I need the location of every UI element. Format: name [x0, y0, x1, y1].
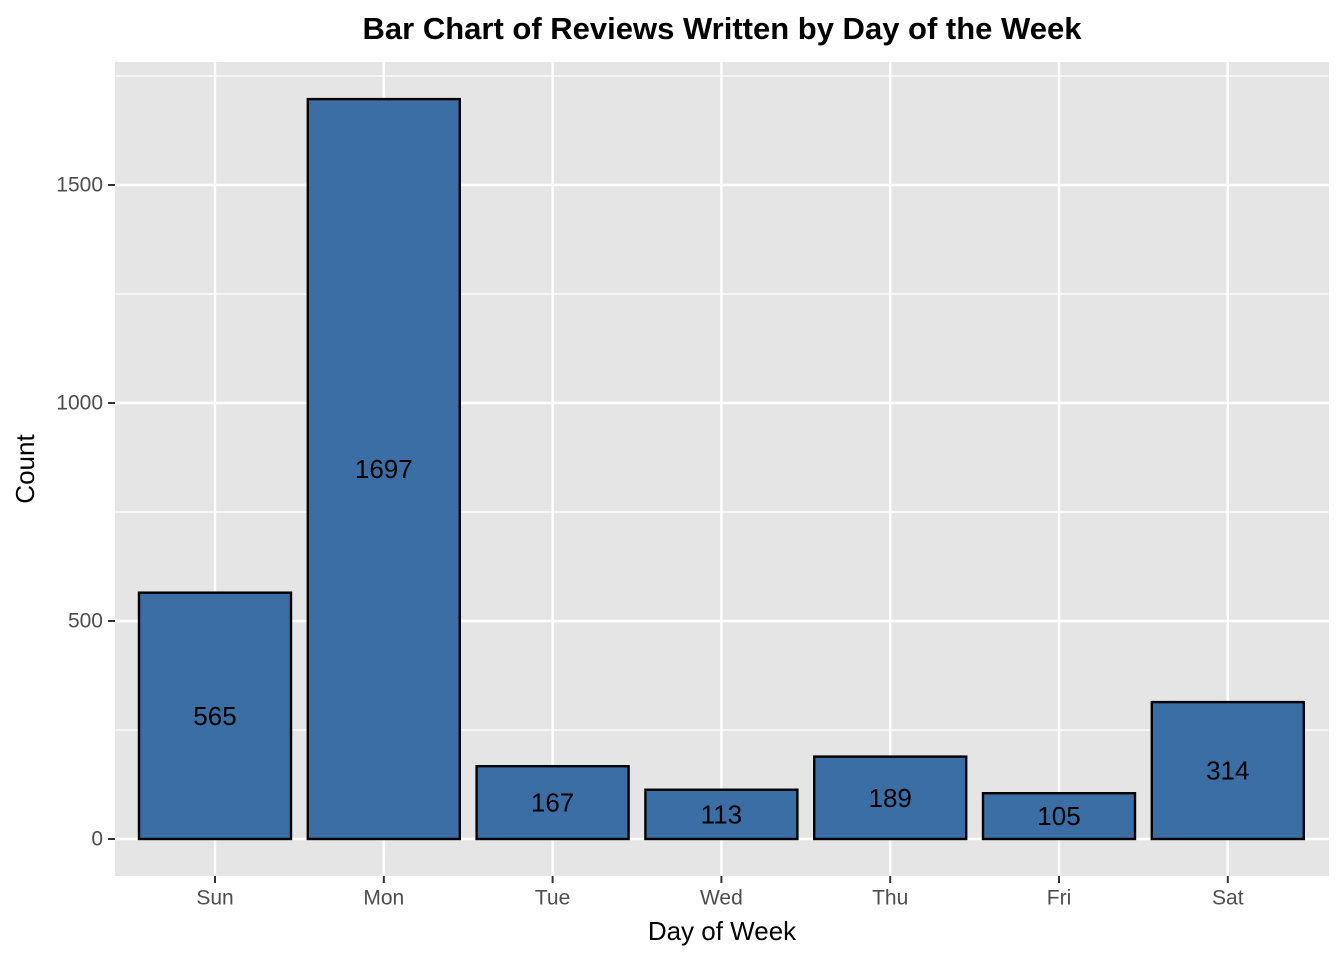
data-labels: 565 1697 167 113 189 105 314: [193, 454, 1249, 831]
x-tick-label-wed: Wed: [700, 887, 743, 910]
x-axis-title: Day of Week: [648, 916, 797, 946]
data-label-wed: 113: [701, 799, 742, 829]
bar-tue: [475, 764, 630, 841]
bars: [137, 97, 1306, 841]
x-tick-label-sat: Sat: [1212, 887, 1244, 910]
x-tick-label-fri: Fri: [1047, 887, 1072, 910]
y-axis: 0 500 1000 1500: [56, 174, 115, 851]
data-label-thu: 189: [869, 783, 912, 813]
data-label-tue: 167: [531, 788, 574, 818]
data-label-sat: 314: [1206, 756, 1249, 786]
x-axis: Sun Mon Tue Wed Thu Fri Sat: [196, 876, 1244, 910]
x-tick-label-tue: Tue: [535, 887, 570, 910]
bar-wed: [644, 788, 799, 841]
x-tick-label-sun: Sun: [196, 887, 233, 910]
data-label-fri: 105: [1037, 801, 1080, 831]
bar-mon: [306, 97, 461, 841]
chart-title: Bar Chart of Reviews Written by Day of t…: [363, 11, 1083, 46]
y-tick-label: 1500: [56, 174, 103, 197]
bar-sat: [1150, 700, 1306, 841]
y-tick-label: 1000: [56, 392, 103, 415]
data-label-sun: 565: [193, 701, 236, 731]
data-label-mon: 1697: [355, 454, 413, 484]
x-tick-label-thu: Thu: [872, 887, 908, 910]
bar-thu: [813, 755, 968, 841]
bar-fri: [981, 792, 1137, 841]
y-tick-label: 0: [91, 828, 103, 851]
y-axis-title: Count: [10, 434, 40, 504]
bar-sun: [137, 591, 293, 841]
x-tick-label-mon: Mon: [363, 887, 404, 910]
y-tick-label: 500: [68, 610, 103, 633]
